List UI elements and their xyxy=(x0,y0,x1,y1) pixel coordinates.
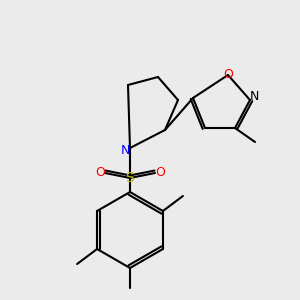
Text: O: O xyxy=(95,167,105,179)
Text: S: S xyxy=(126,171,134,185)
Text: O: O xyxy=(223,68,233,82)
Text: O: O xyxy=(155,167,165,179)
Text: N: N xyxy=(120,145,130,158)
Text: N: N xyxy=(249,91,259,103)
